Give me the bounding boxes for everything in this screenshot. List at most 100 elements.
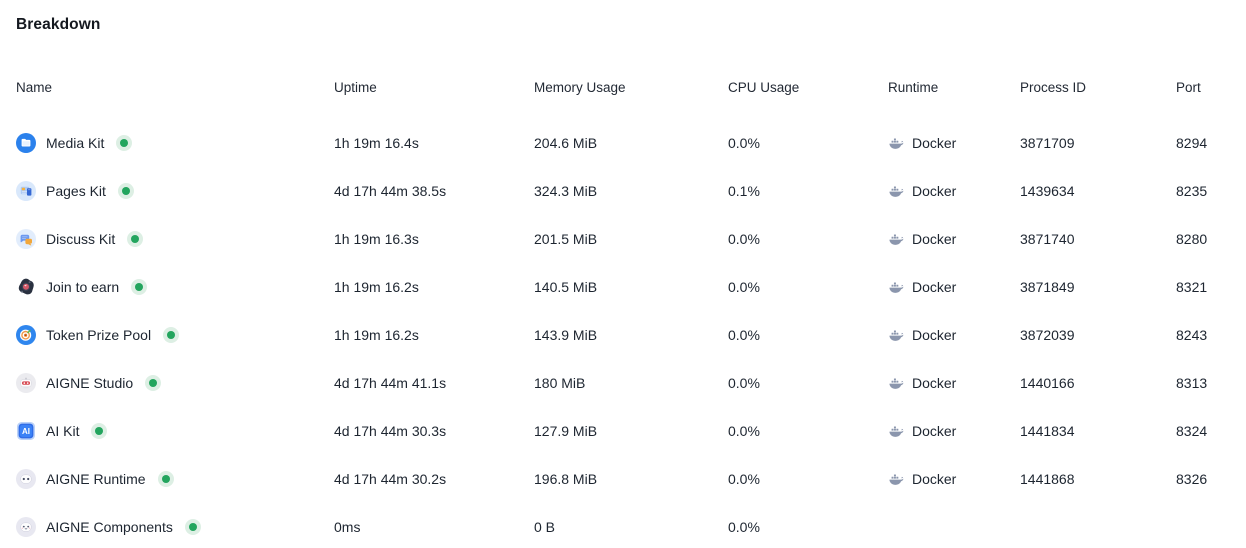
table-row[interactable]: Media Kit 1h 19m 16.4s 204.6 MiB 0.0% Docker…: [16, 119, 1230, 167]
table-row[interactable]: Pages Kit 4d 17h 44m 38.5s 324.3 MiB 0.1% Do…: [16, 167, 1230, 215]
uptime-cell: 1h 19m 16.2s: [334, 327, 419, 343]
memory-usage-cell: 180 MiB: [534, 375, 586, 391]
cpu-usage-cell: 0.1%: [728, 183, 760, 199]
runtime-cell: Docker: [888, 423, 1020, 440]
app-name-cell: AI AI Kit: [16, 421, 334, 441]
port-cell: 8321: [1176, 279, 1208, 295]
port-cell: 8326: [1176, 471, 1208, 487]
uptime-cell: 4d 17h 44m 41.1s: [334, 375, 447, 391]
port-cell: 8243: [1176, 327, 1208, 343]
docker-icon: [888, 471, 905, 488]
app-name: AI Kit: [46, 423, 80, 439]
table-row[interactable]: Token Prize Pool 1h 19m 16.2s 143.9 MiB 0.0…: [16, 311, 1230, 359]
column-header-port: Port: [1176, 79, 1201, 95]
table-header-row: Name Uptime Memory Usage CPU Usage Runtime Pr…: [16, 75, 1230, 99]
memory-usage-cell: 324.3 MiB: [534, 183, 598, 199]
uptime-cell: 1h 19m 16.2s: [334, 279, 419, 295]
process-id-cell: 1441868: [1020, 471, 1075, 487]
aigne-components-icon: [16, 517, 36, 537]
port-cell: 8313: [1176, 375, 1208, 391]
memory-usage-cell: 0 B: [534, 519, 556, 535]
docker-icon: [888, 279, 905, 296]
runtime-cell: Docker: [888, 471, 1020, 488]
table-row[interactable]: AI AI Kit 4d 17h 44m 30.3s 127.9 MiB 0.0% Doc…: [16, 407, 1230, 455]
cpu-usage-cell: 0.0%: [728, 135, 760, 151]
cpu-usage-cell: 0.0%: [728, 279, 760, 295]
cpu-usage-cell: 0.0%: [728, 519, 760, 535]
app-name-cell: Token Prize Pool: [16, 325, 334, 345]
app-name-cell: Join to earn: [16, 277, 334, 297]
cpu-usage-cell: 0.0%: [728, 471, 760, 487]
runtime-label: Docker: [912, 135, 957, 151]
status-dot: [163, 327, 180, 343]
process-id-cell: 1441834: [1020, 423, 1075, 439]
status-dot: [116, 135, 133, 151]
cpu-usage-cell: 0.0%: [728, 375, 760, 391]
table-body: Media Kit 1h 19m 16.4s 204.6 MiB 0.0% Docker…: [16, 119, 1230, 548]
port-cell: 8324: [1176, 423, 1208, 439]
docker-icon: [888, 375, 905, 392]
uptime-cell: 1h 19m 16.4s: [334, 135, 419, 151]
docker-icon: [888, 327, 905, 344]
table-row[interactable]: AIGNE Studio 4d 17h 44m 41.1s 180 MiB 0.0% D…: [16, 359, 1230, 407]
pages-kit-icon: [16, 181, 36, 201]
column-header-memory: Memory Usage: [534, 79, 626, 95]
media-kit-icon: [16, 133, 36, 153]
table-row[interactable]: AIGNE Runtime 4d 17h 44m 30.2s 196.8 MiB 0.…: [16, 455, 1230, 503]
status-dot: [145, 375, 162, 391]
port-cell: 8280: [1176, 231, 1208, 247]
page-title: Breakdown: [16, 16, 101, 33]
docker-icon: [888, 135, 905, 152]
memory-usage-cell: 196.8 MiB: [534, 471, 598, 487]
app-name: AIGNE Runtime: [46, 471, 146, 487]
cpu-usage-cell: 0.0%: [728, 231, 760, 247]
ai-kit-icon: AI: [16, 421, 36, 441]
table-row[interactable]: Join to earn 1h 19m 16.2s 140.5 MiB 0.0% Doc…: [16, 263, 1230, 311]
process-id-cell: 3872039: [1020, 327, 1075, 343]
port-cell: 8294: [1176, 135, 1208, 151]
aigne-studio-icon: [16, 373, 36, 393]
uptime-cell: 1h 19m 16.3s: [334, 231, 419, 247]
process-id-cell: 3871709: [1020, 135, 1075, 151]
join-to-earn-icon: [16, 277, 36, 297]
uptime-cell: 0ms: [334, 519, 361, 535]
runtime-cell: Docker: [888, 375, 1020, 392]
table-row[interactable]: Discuss Kit 1h 19m 16.3s 201.5 MiB 0.0% Dock…: [16, 215, 1230, 263]
runtime-label: Docker: [912, 183, 957, 199]
column-header-uptime: Uptime: [334, 79, 377, 95]
runtime-label: Docker: [912, 423, 957, 439]
runtime-cell: Docker: [888, 327, 1020, 344]
memory-usage-cell: 127.9 MiB: [534, 423, 598, 439]
process-id-cell: 3871740: [1020, 231, 1075, 247]
process-id-cell: 1440166: [1020, 375, 1075, 391]
runtime-label: Docker: [912, 327, 957, 343]
svg-text:AI: AI: [22, 427, 30, 436]
process-id-cell: 1439634: [1020, 183, 1075, 199]
memory-usage-cell: 204.6 MiB: [534, 135, 598, 151]
app-name-cell: Pages Kit: [16, 181, 334, 201]
status-dot: [91, 423, 108, 439]
docker-icon: [888, 423, 905, 440]
app-name: AIGNE Studio: [46, 375, 134, 391]
app-name-cell: Media Kit: [16, 133, 334, 153]
uptime-cell: 4d 17h 44m 30.2s: [334, 471, 447, 487]
app-name-cell: AIGNE Components: [16, 517, 334, 537]
status-dot: [131, 279, 148, 295]
status-dot: [184, 519, 201, 535]
app-name: Join to earn: [46, 279, 120, 295]
app-name: Pages Kit: [46, 183, 106, 199]
process-id-cell: 3871849: [1020, 279, 1075, 295]
status-dot: [127, 231, 144, 247]
cpu-usage-cell: 0.0%: [728, 423, 760, 439]
table-row[interactable]: AIGNE Components 0ms 0 B 0.0%: [16, 503, 1230, 548]
app-name: AIGNE Components: [46, 519, 173, 535]
cpu-usage-cell: 0.0%: [728, 327, 760, 343]
runtime-cell: Docker: [888, 183, 1020, 200]
docker-icon: [888, 231, 905, 248]
status-dot: [117, 183, 134, 199]
runtime-label: Docker: [912, 231, 957, 247]
app-name-cell: Discuss Kit: [16, 229, 334, 249]
app-name: Media Kit: [46, 135, 105, 151]
column-header-cpu: CPU Usage: [728, 79, 800, 95]
docker-icon: [888, 183, 905, 200]
